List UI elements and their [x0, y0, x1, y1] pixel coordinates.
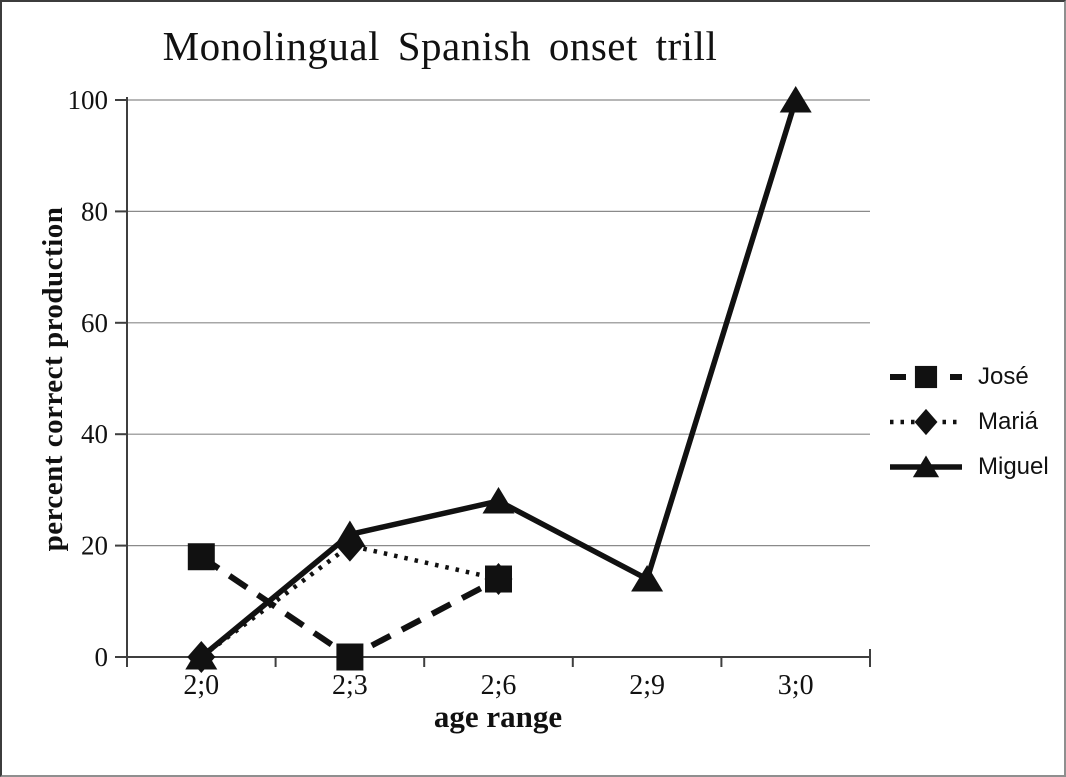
legend-item-miguel: Miguel	[888, 452, 1049, 482]
y-tick-label: 100	[68, 85, 109, 115]
y-tick-label: 0	[95, 642, 109, 672]
x-axis-title: age range	[433, 699, 563, 734]
solid-triangle-series-icon	[890, 455, 962, 478]
x-tick-label: 2;0	[183, 670, 219, 701]
y-tick-label: 60	[81, 308, 108, 338]
legend-label: Miguel	[978, 453, 1049, 480]
series-square	[187, 543, 512, 671]
x-tick-label: 3;0	[778, 670, 814, 701]
gridlines	[127, 99, 870, 547]
legend-label: Mariá	[978, 408, 1039, 435]
dotted-diamond-series-icon	[890, 408, 962, 436]
y-tick-label: 40	[81, 419, 108, 449]
x-tick-label: 2;6	[481, 670, 517, 701]
y-axis-title: percent correct production	[37, 206, 69, 552]
legend: José Mariá Miguel	[888, 362, 1049, 497]
legend-item-maria: Mariá	[888, 407, 1049, 437]
axes: 0 20 40 60 80 100 2;0 2;3 2;6 2;9 3;0	[68, 85, 871, 701]
legend-item-jose: José	[888, 362, 1049, 392]
legend-label: José	[978, 363, 1029, 390]
x-tick-label: 2;9	[629, 670, 665, 701]
dashed-square-series-icon	[890, 365, 962, 389]
y-tick-label: 20	[81, 531, 108, 561]
y-tick-label: 80	[81, 196, 108, 226]
x-tick-label: 2;3	[332, 670, 368, 701]
chart-title: Monolingual Spanish onset trill	[162, 23, 718, 69]
